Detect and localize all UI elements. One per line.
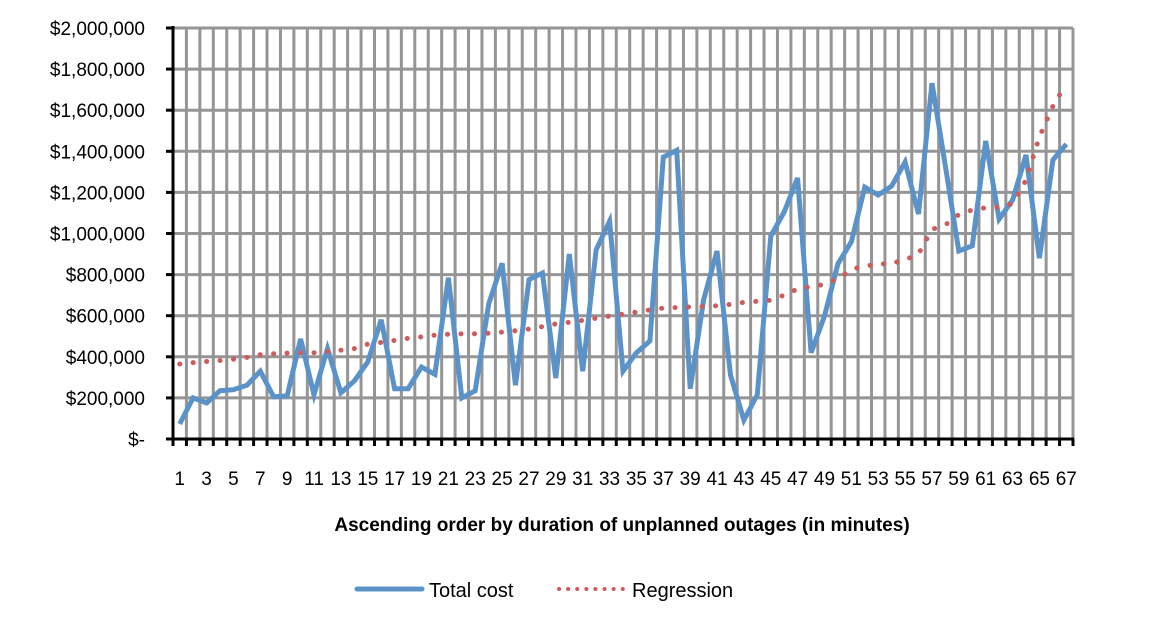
y-tick-label: $600,000 bbox=[66, 307, 145, 328]
x-tick-label: 53 bbox=[868, 469, 889, 490]
x-tick-label: 39 bbox=[680, 469, 701, 490]
x-tick-label: 31 bbox=[572, 469, 593, 490]
x-tick-label: 5 bbox=[228, 469, 239, 490]
regression-line bbox=[177, 81, 1069, 367]
x-tick-label: 49 bbox=[814, 469, 835, 490]
axes bbox=[166, 26, 1075, 446]
x-tick-label: 61 bbox=[975, 469, 996, 490]
x-tick-label: 45 bbox=[760, 469, 781, 490]
gridlines bbox=[173, 26, 1075, 439]
legend: Total cost Regression bbox=[354, 580, 733, 602]
x-tick-label: 21 bbox=[438, 469, 459, 490]
y-tick-label: $1,800,000 bbox=[50, 60, 145, 81]
x-tick-label: 25 bbox=[492, 469, 513, 490]
y-tick-label: $400,000 bbox=[66, 348, 145, 369]
x-tick-label: 55 bbox=[895, 469, 916, 490]
x-tick-label: 41 bbox=[706, 469, 727, 490]
x-tick-label: 35 bbox=[626, 469, 647, 490]
x-tick-label: 7 bbox=[255, 469, 266, 490]
legend-item-regression: Regression bbox=[557, 580, 733, 602]
x-tick-label: 11 bbox=[304, 469, 324, 490]
x-axis-tick-labels: 1 3 5 7 9 11 13 15 17 19 21 23 25 27 29 31 33 35 37 39 41 43 4… bbox=[174, 469, 1076, 490]
total-cost-line bbox=[177, 82, 1069, 427]
x-tick-label: 29 bbox=[545, 469, 566, 490]
legend-label: Regression bbox=[632, 580, 733, 602]
y-tick-label: $800,000 bbox=[66, 266, 145, 287]
x-tick-label: 1 bbox=[174, 469, 185, 490]
x-tick-label: 47 bbox=[787, 469, 808, 490]
x-tick-label: 19 bbox=[411, 469, 432, 490]
x-tick-label: 3 bbox=[201, 469, 212, 490]
x-tick-label: 67 bbox=[1056, 469, 1077, 490]
x-tick-label: 59 bbox=[948, 469, 969, 490]
legend-item-total-cost: Total cost bbox=[354, 580, 514, 602]
x-tick-label: 37 bbox=[653, 469, 674, 490]
series-lines bbox=[177, 81, 1069, 427]
x-tick-label: 43 bbox=[733, 469, 754, 490]
y-tick-label: $1,000,000 bbox=[50, 225, 145, 246]
x-tick-label: 23 bbox=[465, 469, 486, 490]
y-tick-label: $2,000,000 bbox=[50, 19, 145, 40]
x-tick-label: 13 bbox=[330, 469, 351, 490]
x-tick-label: 27 bbox=[518, 469, 539, 490]
x-tick-label: 51 bbox=[841, 469, 862, 490]
x-axis-title: Ascending order by duration of unplanned… bbox=[334, 515, 909, 536]
y-tick-label: $1,200,000 bbox=[50, 183, 145, 204]
x-tick-label: 65 bbox=[1029, 469, 1050, 490]
y-tick-label: $1,600,000 bbox=[50, 101, 145, 122]
y-tick-label: $1,400,000 bbox=[50, 142, 145, 163]
y-axis-tick-labels: $- $200,000 $400,000 $600,000 $800,000 $1,000… bbox=[50, 19, 145, 451]
y-tick-label: $- bbox=[128, 430, 145, 451]
x-tick-label: 15 bbox=[357, 469, 378, 490]
x-tick-label: 33 bbox=[599, 469, 620, 490]
y-tick-label: $200,000 bbox=[66, 389, 145, 410]
x-tick-label: 63 bbox=[1002, 469, 1023, 490]
x-tick-label: 57 bbox=[921, 469, 942, 490]
x-tick-label: 17 bbox=[384, 469, 405, 490]
x-tick-label: 9 bbox=[282, 469, 293, 490]
legend-label: Total cost bbox=[429, 580, 514, 602]
